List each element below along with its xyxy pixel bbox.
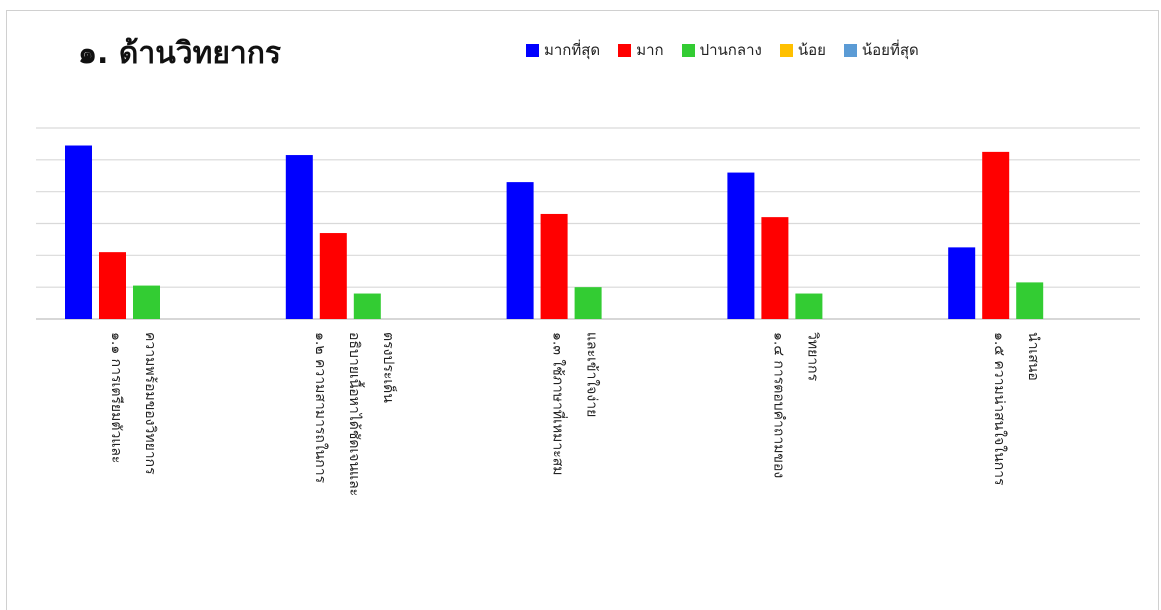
category-label-line: ความพร้อมของวิทยากร [142,332,158,475]
bar [982,152,1009,319]
bar [541,214,568,319]
bar [99,252,126,319]
bar [286,155,313,319]
category-label-line: นำเสนอ [1025,332,1041,381]
bar [133,286,160,319]
category-label-line: อธิบายเนื้อหาได้ชัดเจนและ [346,332,365,496]
bar [575,287,602,319]
category-label-line: ๑.๕ ความน่าสนใจในการ [991,332,1008,486]
category-label-line: ๑.๒ ความสามารถในการ [312,332,329,484]
bar [1016,282,1043,319]
category-label: ๑.๓ ใช้ภาษาที่เหมาะสม และเข้าใจง่าย [550,332,601,476]
category-label: ๑.๑ การเตรียมตัวและ ความพร้อมของวิทยากร [108,332,158,475]
bar [354,294,381,319]
category-label-line: ตรงประเด็น [380,332,398,403]
category-label-line: ๑.๓ ใช้ภาษาที่เหมาะสม [550,332,568,476]
bar [320,233,347,319]
category-label: ๑.๒ ความสามารถในการ อธิบายเนื้อหาได้ชัดเจ… [312,332,398,496]
bar [727,173,754,319]
bar [795,294,822,319]
category-label: ๑.๕ ความน่าสนใจในการ นำเสนอ [991,332,1041,486]
category-label-line: ๑.๔ การตอบคำถามของ [770,332,786,478]
category-label: ๑.๔ การตอบคำถามของ วิทยากร [770,332,820,478]
bar [65,146,92,319]
bar [948,247,975,319]
bar [761,217,788,319]
category-label-line: และเข้าใจง่าย [584,332,601,417]
category-label-line: วิทยากร [804,332,820,382]
bar [507,182,534,319]
category-label-line: ๑.๑ การเตรียมตัวและ [108,332,124,463]
